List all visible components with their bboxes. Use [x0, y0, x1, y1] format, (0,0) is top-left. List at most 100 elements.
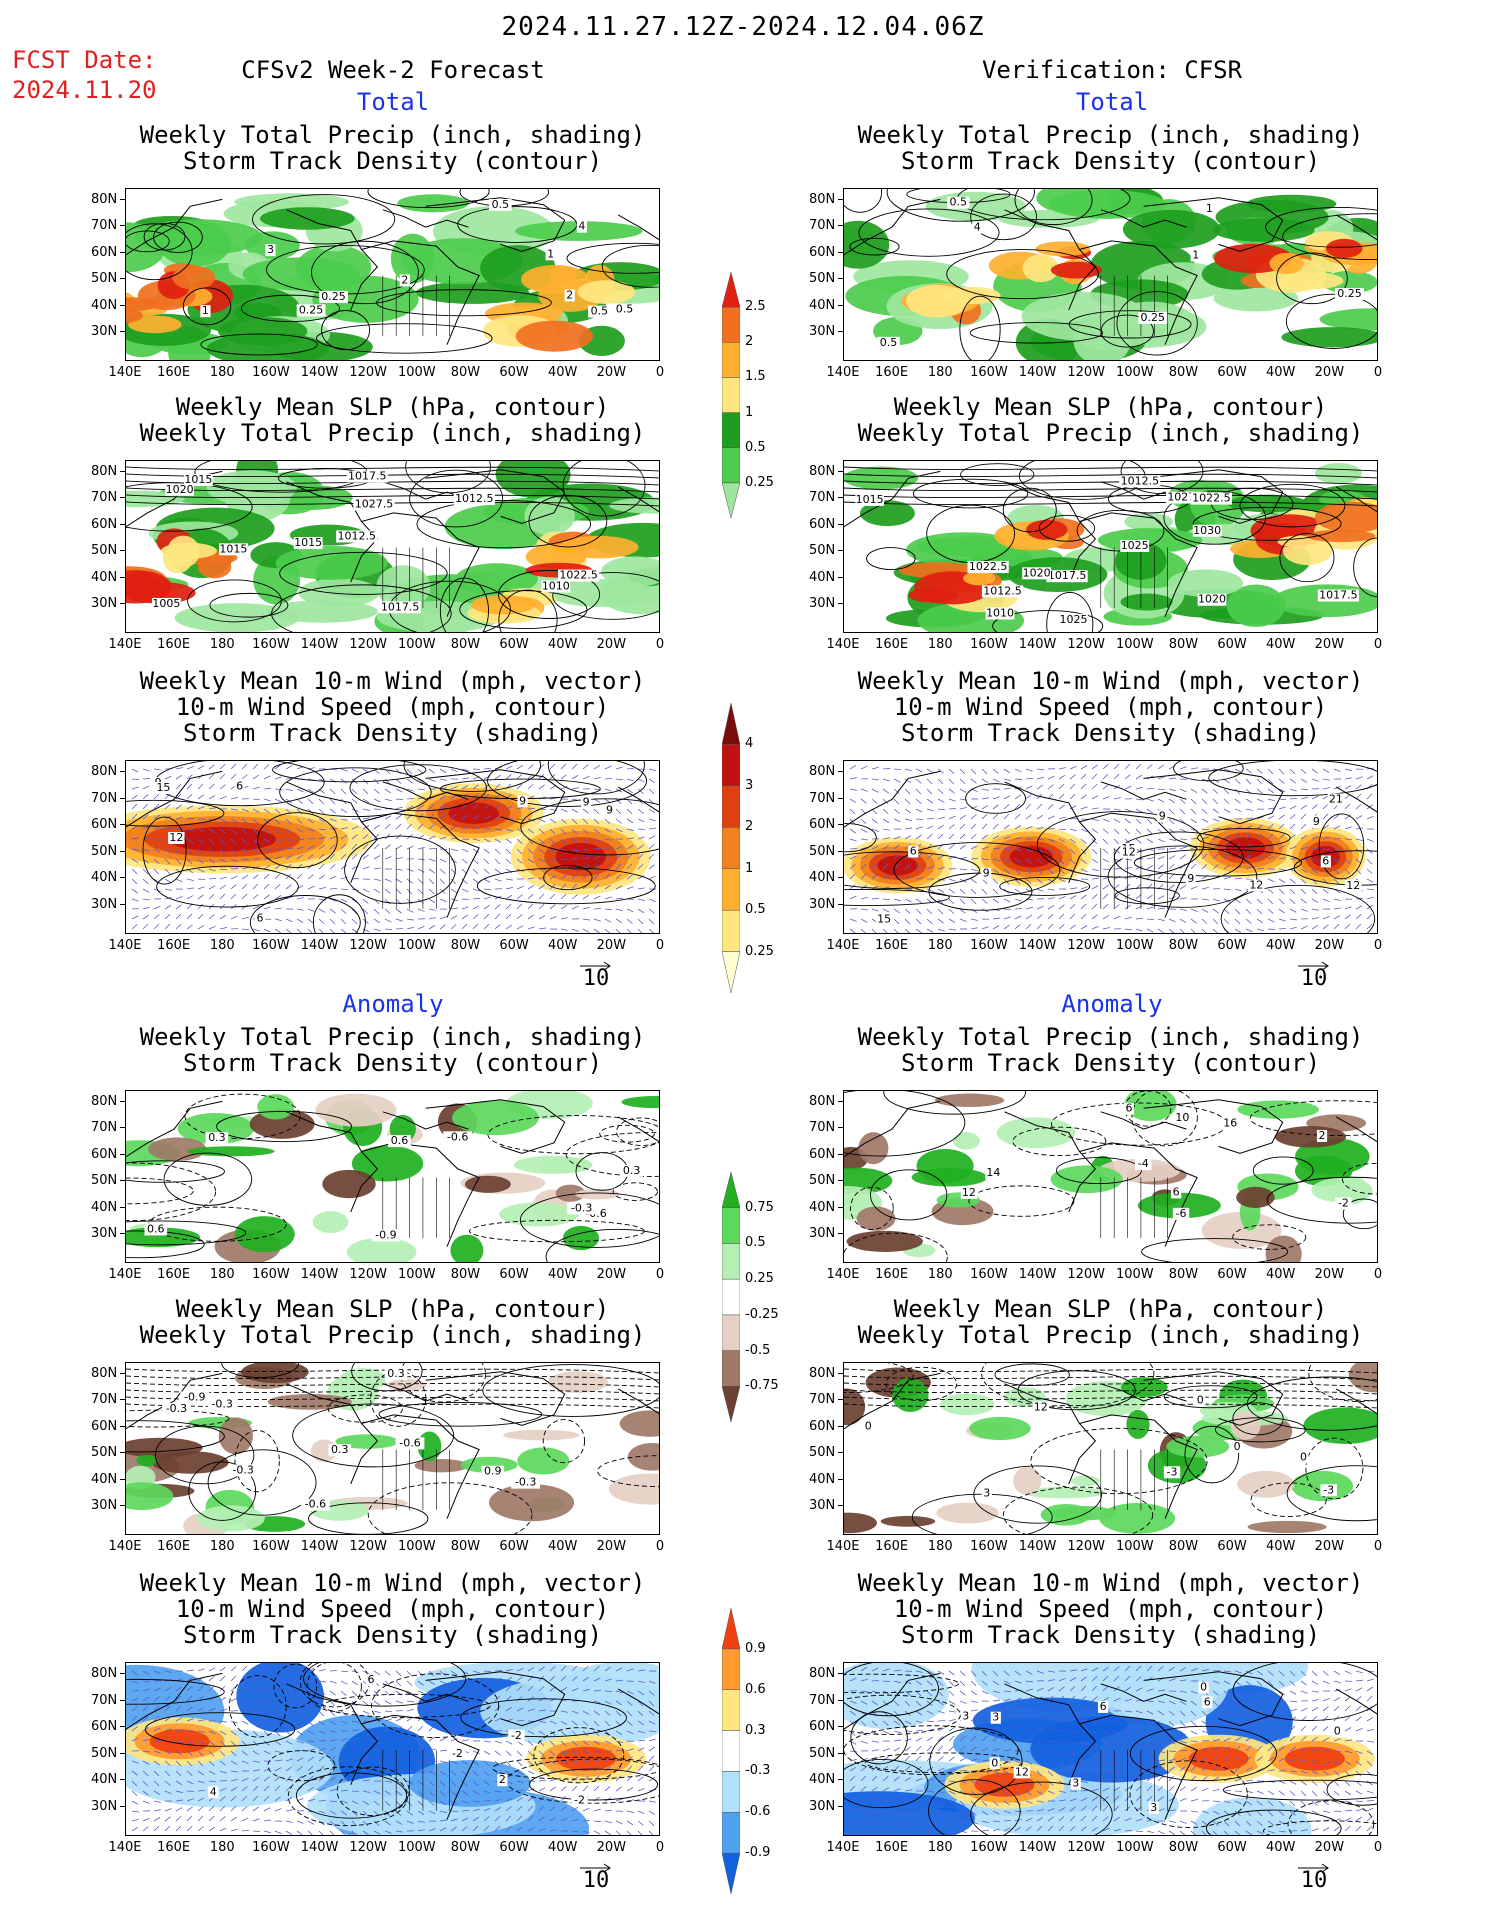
contour-label-bg [1320, 1484, 1337, 1497]
lon-label: 100W [1115, 1267, 1154, 1282]
contour-label: 2 [401, 274, 408, 287]
contour-label: 1017.5 [381, 600, 420, 613]
map-canvas[interactable]: -2 2 -2 6 -2 4 [126, 1663, 660, 1836]
contour-label: 1012.5 [338, 529, 377, 542]
map-canvas[interactable]: 1017.51027.510201017.510151012.510101022… [844, 461, 1378, 633]
lon-label: 160E [157, 1539, 191, 1554]
map-panel-p7[interactable]: -0.9 0.3 0.6 -0.6 0.3 0.6 -0.3 -0.6 [125, 1090, 660, 1263]
lat-tick [838, 1101, 843, 1102]
lon-label: 160E [875, 938, 909, 953]
lat-label: 60N [809, 244, 836, 260]
contour-label: 15 [156, 781, 170, 794]
colorbar-label: 2 [745, 334, 754, 350]
lon-label: 180 [927, 1267, 953, 1282]
contour-label-bg [981, 1487, 992, 1500]
lon-label: 0 [655, 365, 665, 380]
map-canvas[interactable]: 6 12 14 10 16 -4 6 2 -2 -6 [844, 1091, 1378, 1263]
contour-label-bg [208, 1786, 219, 1799]
map-panel-p5[interactable]: 1017.5 1027.5 1020 1017.5 1015 1012.5 1010 1022… [843, 460, 1378, 633]
lon-label: 80W [450, 1539, 481, 1554]
map-canvas[interactable]: -0.60.3-0.3-0.3-0.6-0.3-0.9-0.30.30.9 [126, 1363, 660, 1535]
lon-label: 60W [1217, 1539, 1247, 1554]
contour-label: 0.5 [616, 303, 634, 316]
lon-label: 140E [826, 1539, 860, 1554]
contour-label-bg [508, 1729, 525, 1742]
lat-label: 70N [91, 790, 118, 806]
map-panel-p3[interactable]: 6991299156 [125, 760, 660, 934]
map-canvas[interactable]: 912151521699126912 [844, 761, 1378, 934]
colorbar-label: -0.75 [745, 1378, 779, 1394]
lat-tick [838, 1699, 843, 1701]
map-canvas[interactable]: 0.5 0.25 0.5 1 4 0.25 1 [844, 189, 1378, 361]
contour-label: -2 [452, 1747, 463, 1760]
lon-label: 120W [1067, 1267, 1106, 1282]
lat-tick [120, 1478, 125, 1480]
colorbar-segment [721, 1171, 741, 1208]
lat-label: 80N [91, 1366, 118, 1381]
lat-label: 60N [91, 1719, 118, 1735]
lat-tick [120, 1101, 125, 1102]
contour-label: 3 [267, 243, 274, 256]
panel-title-line: Storm Track Density (contour) [182, 147, 603, 175]
left-column-title: CFSv2 Week-2 Forecast [241, 56, 545, 84]
colorbar-label: 1 [745, 860, 754, 876]
contour-label-bg [234, 780, 245, 793]
colorbar-segment [721, 482, 741, 519]
contour-label-bg [989, 1757, 1000, 1770]
lat-label: 40N [809, 569, 836, 585]
map-canvas[interactable]: 0 -3 0 0 -3 3 0 12 [844, 1363, 1378, 1535]
lon-label: 80W [1168, 1267, 1199, 1282]
map-panel-p11[interactable]: 0 -3 0 0 -3 3 0 12 [843, 1362, 1378, 1535]
map-panel-p9[interactable]: -2 2 -2 6 -2 4 [125, 1662, 660, 1836]
map-canvas[interactable]: 1015 1017.5 1022.5 1015 1012.5 1010 1027.5 1012… [126, 461, 660, 633]
lon-label: 160W [252, 938, 290, 953]
lon-label: 180 [209, 1840, 235, 1855]
contour-label: 0.5 [591, 305, 609, 318]
shading-field [844, 1663, 1375, 1835]
colorbar-label: 2 [745, 819, 754, 835]
lon-label: 140E [108, 1539, 142, 1554]
map-panel-p1[interactable]: 0.5 0.25 0.5 0.5 4 3 2 1 0.25 1 2 [125, 188, 660, 361]
lat-label: 60N [91, 516, 118, 532]
contour-label-bg [990, 1711, 1001, 1724]
lat-tick [120, 330, 125, 332]
lat-label: 80N [91, 764, 118, 779]
map-panel-p6[interactable]: 912151521699126912 [843, 760, 1378, 934]
lat-tick [838, 199, 843, 200]
colorbar-segment [721, 342, 741, 378]
map-panel-p4[interactable]: 0.5 0.25 0.5 1 4 0.25 1 [843, 188, 1378, 361]
map-panel-p10[interactable]: 6 12 14 10 16 -4 6 2 -2 -6 [843, 1090, 1378, 1263]
contour-label: 9 [1159, 809, 1166, 822]
map-canvas[interactable]: 6 0 3 3 3 0 3 6 12 0 [844, 1663, 1378, 1836]
lat-label: 60N [809, 1719, 836, 1735]
contour-label-bg [384, 1368, 408, 1381]
lat-label: 50N [91, 843, 118, 859]
lat-label: 60N [91, 1146, 118, 1162]
lat-label: 50N [809, 271, 836, 287]
map-panel-p8[interactable]: -0.6 0.3 -0.3 -0.3 -0.6 -0.3 -0.9 -0.3 0.3 0.9 [125, 1362, 660, 1535]
map-canvas[interactable]: 6991299156 [126, 761, 660, 934]
lon-label: 120W [1067, 365, 1106, 380]
fcst-date-label: FCST Date: [12, 46, 157, 74]
lon-label: 140E [826, 637, 860, 652]
lon-label: 80W [1168, 1840, 1199, 1855]
lon-label: 160E [157, 1267, 191, 1282]
map-panel-p2[interactable]: 1015 1017.5 1022.5 1015 1012.5 1010 1027.5 1012… [125, 460, 660, 633]
map-panel-p12[interactable]: 6 0 3 3 3 0 3 6 12 0 [843, 1662, 1378, 1836]
colorbar-segment [721, 702, 741, 745]
contour-label: 4 [210, 1785, 217, 1798]
colorbar-segment [721, 1314, 741, 1351]
contour-label-bg [453, 492, 495, 505]
lon-label: 120W [349, 1840, 388, 1855]
lon-label: 140W [1018, 1539, 1057, 1554]
lon-label: 160W [970, 1539, 1008, 1554]
contour-label: 1025 [1121, 539, 1149, 552]
map-canvas[interactable]: 0.5 0.25 0.5 0.5 4 3 2 1 0.25 1 2 [126, 189, 660, 361]
contour-label-bg [443, 1131, 473, 1144]
lon-label: 20W [596, 938, 627, 953]
contour-label-bg [1059, 613, 1088, 626]
contour-label: -3 [1323, 1483, 1334, 1496]
contour-lines [844, 461, 1377, 632]
map-canvas[interactable]: -0.90.30.6-0.60.3 0.6-0.3-0.6 [126, 1091, 660, 1263]
panel-title-line: Storm Track Density (contour) [900, 147, 1321, 175]
